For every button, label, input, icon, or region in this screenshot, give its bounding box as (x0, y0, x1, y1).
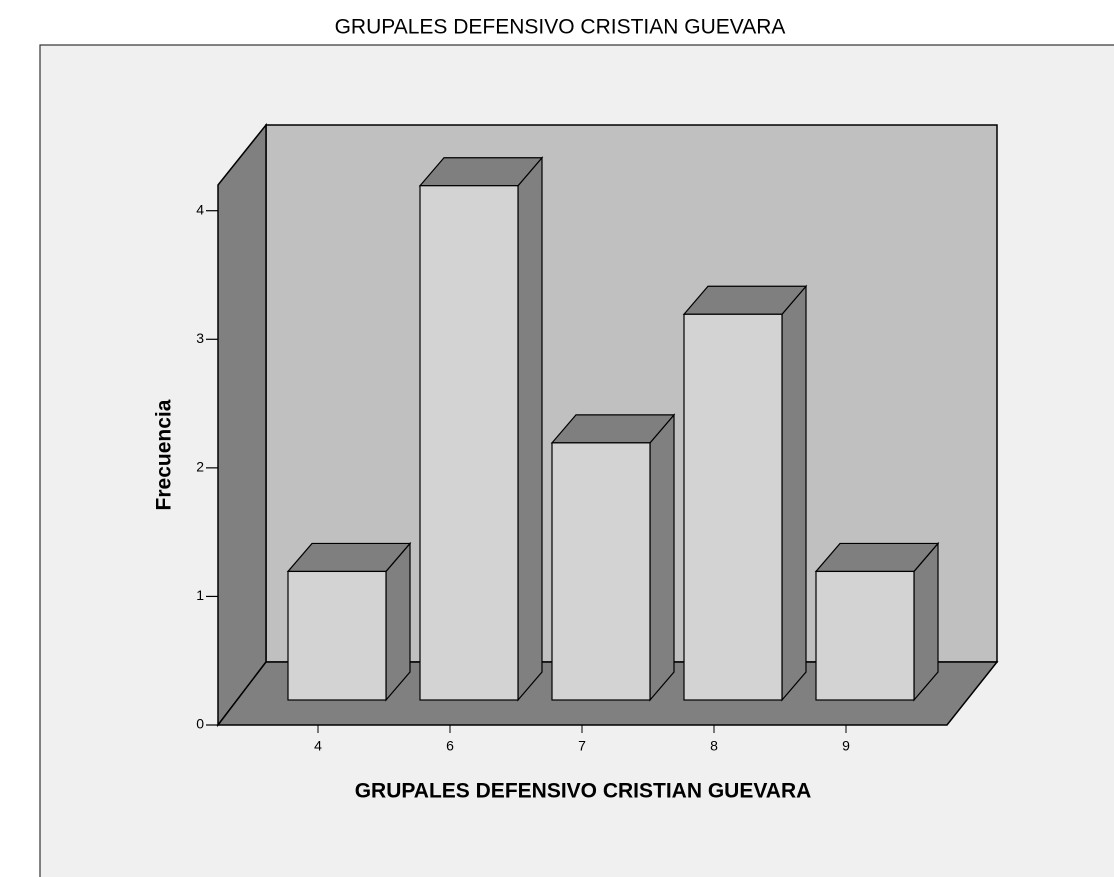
y-tick-label: 3 (196, 330, 204, 346)
y-tick-label: 4 (196, 201, 204, 217)
x-tick-label: 9 (842, 738, 850, 754)
y-axis-title: Frecuencia (153, 399, 176, 510)
bar (683, 313, 783, 701)
bar-side (649, 413, 675, 702)
x-tick-label: 4 (314, 738, 322, 754)
x-tick-label: 7 (578, 738, 586, 754)
x-axis-title: GRUPALES DEFENSIVO CRISTIAN GUEVARA (355, 780, 812, 803)
y-tick-label: 2 (196, 459, 204, 475)
x-tick-label: 8 (710, 738, 718, 754)
bar (815, 570, 915, 701)
chart-title: GRUPALES DEFENSIVO CRISTIAN GUEVARA (335, 16, 786, 39)
bar-side (781, 284, 807, 702)
side-wall (217, 122, 267, 728)
y-tick-label: 0 (196, 716, 204, 732)
bar-side (517, 156, 543, 702)
bar (419, 185, 519, 701)
y-tick-label: 1 (196, 587, 204, 603)
bar (287, 570, 387, 701)
bar (551, 442, 651, 701)
x-tick-label: 6 (446, 738, 454, 754)
